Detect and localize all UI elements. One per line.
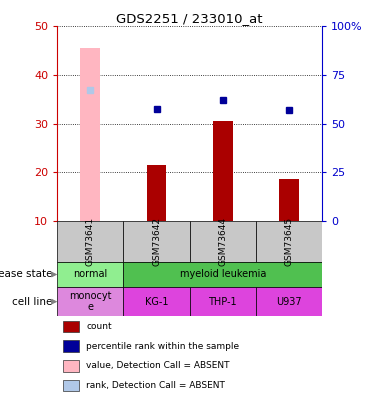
Bar xyxy=(63,360,78,372)
Bar xyxy=(63,321,78,333)
Text: value, Detection Call = ABSENT: value, Detection Call = ABSENT xyxy=(87,361,230,370)
Text: myeloid leukemia: myeloid leukemia xyxy=(179,269,266,279)
Text: normal: normal xyxy=(73,269,108,279)
FancyBboxPatch shape xyxy=(256,221,322,262)
Text: monocyt
e: monocyt e xyxy=(69,291,112,312)
Text: THP-1: THP-1 xyxy=(208,296,237,307)
Bar xyxy=(57,262,124,288)
Title: GDS2251 / 233010_at: GDS2251 / 233010_at xyxy=(117,12,263,25)
Bar xyxy=(124,288,189,316)
Text: U937: U937 xyxy=(276,296,302,307)
FancyBboxPatch shape xyxy=(189,221,256,262)
Text: GSM73641: GSM73641 xyxy=(86,217,95,266)
Text: GSM73642: GSM73642 xyxy=(152,217,161,266)
Text: percentile rank within the sample: percentile rank within the sample xyxy=(87,342,240,351)
Bar xyxy=(124,262,322,288)
Bar xyxy=(256,288,322,316)
Text: cell line: cell line xyxy=(12,296,52,307)
Bar xyxy=(213,121,233,221)
Bar xyxy=(63,340,78,352)
Text: rank, Detection Call = ABSENT: rank, Detection Call = ABSENT xyxy=(87,381,225,390)
Text: GSM73645: GSM73645 xyxy=(284,217,293,266)
Text: GSM73644: GSM73644 xyxy=(218,217,227,266)
Bar xyxy=(279,179,299,221)
Bar xyxy=(57,288,124,316)
Bar xyxy=(189,288,256,316)
Bar xyxy=(63,379,78,391)
FancyBboxPatch shape xyxy=(124,221,189,262)
Text: count: count xyxy=(87,322,112,331)
FancyBboxPatch shape xyxy=(57,221,124,262)
Text: disease state: disease state xyxy=(0,269,52,279)
Bar xyxy=(147,165,166,221)
Bar xyxy=(81,48,100,221)
Text: KG-1: KG-1 xyxy=(145,296,168,307)
